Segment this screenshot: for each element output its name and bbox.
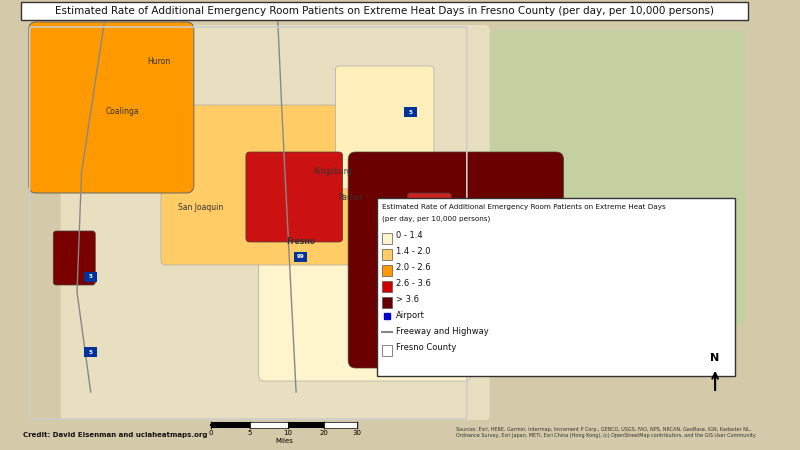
- Text: (per day, per 10,000 persons): (per day, per 10,000 persons): [382, 215, 490, 221]
- Text: Huron: Huron: [147, 58, 170, 67]
- FancyBboxPatch shape: [430, 30, 746, 325]
- FancyBboxPatch shape: [54, 231, 95, 285]
- FancyBboxPatch shape: [348, 152, 563, 368]
- Text: 1.4 - 2.0: 1.4 - 2.0: [396, 248, 430, 256]
- Text: Estimated Rate of Additional Emergency Room Patients on Extreme Heat Days in Fre: Estimated Rate of Additional Emergency R…: [55, 6, 714, 16]
- Text: Fresno County: Fresno County: [396, 343, 456, 352]
- Text: Orange Cove: Orange Cove: [381, 199, 422, 204]
- Text: Airport: Airport: [396, 311, 425, 320]
- Text: 0 - 1.4: 0 - 1.4: [396, 231, 422, 240]
- Text: 5: 5: [89, 350, 93, 355]
- Text: 5: 5: [89, 274, 93, 279]
- Text: > 3.6: > 3.6: [396, 296, 418, 305]
- Text: 0: 0: [209, 430, 214, 436]
- Text: 10: 10: [283, 430, 292, 436]
- Text: 5: 5: [247, 430, 252, 436]
- Text: N: N: [710, 353, 720, 363]
- FancyBboxPatch shape: [378, 198, 735, 376]
- Bar: [382, 297, 392, 307]
- FancyBboxPatch shape: [258, 194, 470, 381]
- Bar: [382, 345, 392, 356]
- Bar: [382, 265, 392, 275]
- Text: San Joaquin: San Joaquin: [178, 202, 223, 211]
- Text: Freeway and Highway: Freeway and Highway: [396, 328, 488, 337]
- Text: Credit: David Eisenman and uclaheatmaps.org: Credit: David Eisenman and uclaheatmaps.…: [23, 432, 208, 438]
- Bar: [211, 422, 250, 428]
- Text: Kingsburg: Kingsburg: [314, 167, 352, 176]
- Bar: [84, 347, 97, 357]
- Text: 99: 99: [297, 255, 305, 260]
- Text: 2.0 - 2.6: 2.0 - 2.6: [396, 264, 430, 273]
- Text: Estimated Rate of Additional Emergency Room Patients on Extreme Heat Days: Estimated Rate of Additional Emergency R…: [382, 204, 666, 210]
- Text: 2.6 - 3.6: 2.6 - 3.6: [396, 279, 430, 288]
- FancyBboxPatch shape: [161, 105, 362, 265]
- Text: Coalinga: Coalinga: [106, 108, 139, 117]
- Text: 5: 5: [408, 109, 412, 114]
- Bar: [250, 422, 288, 428]
- Bar: [325, 422, 358, 428]
- FancyBboxPatch shape: [29, 22, 194, 193]
- Bar: [84, 272, 97, 282]
- Bar: [382, 233, 392, 243]
- Bar: [288, 422, 325, 428]
- Text: Parlier: Parlier: [338, 193, 363, 202]
- Text: 20: 20: [320, 430, 329, 436]
- Bar: [294, 252, 307, 262]
- Text: 30: 30: [353, 430, 362, 436]
- FancyBboxPatch shape: [61, 25, 490, 420]
- FancyBboxPatch shape: [22, 2, 748, 20]
- Bar: [382, 248, 392, 260]
- Text: Miles: Miles: [275, 438, 293, 444]
- Bar: [382, 280, 392, 292]
- FancyBboxPatch shape: [335, 66, 434, 189]
- Text: Sources: Esri, HERE, Garmin, Intermap, Increment P Corp., GEBCO, USGS, FAO, NPS,: Sources: Esri, HERE, Garmin, Intermap, I…: [456, 427, 756, 438]
- Text: Fresno: Fresno: [286, 238, 315, 247]
- Bar: [404, 107, 417, 117]
- FancyBboxPatch shape: [246, 152, 342, 242]
- FancyBboxPatch shape: [407, 193, 451, 231]
